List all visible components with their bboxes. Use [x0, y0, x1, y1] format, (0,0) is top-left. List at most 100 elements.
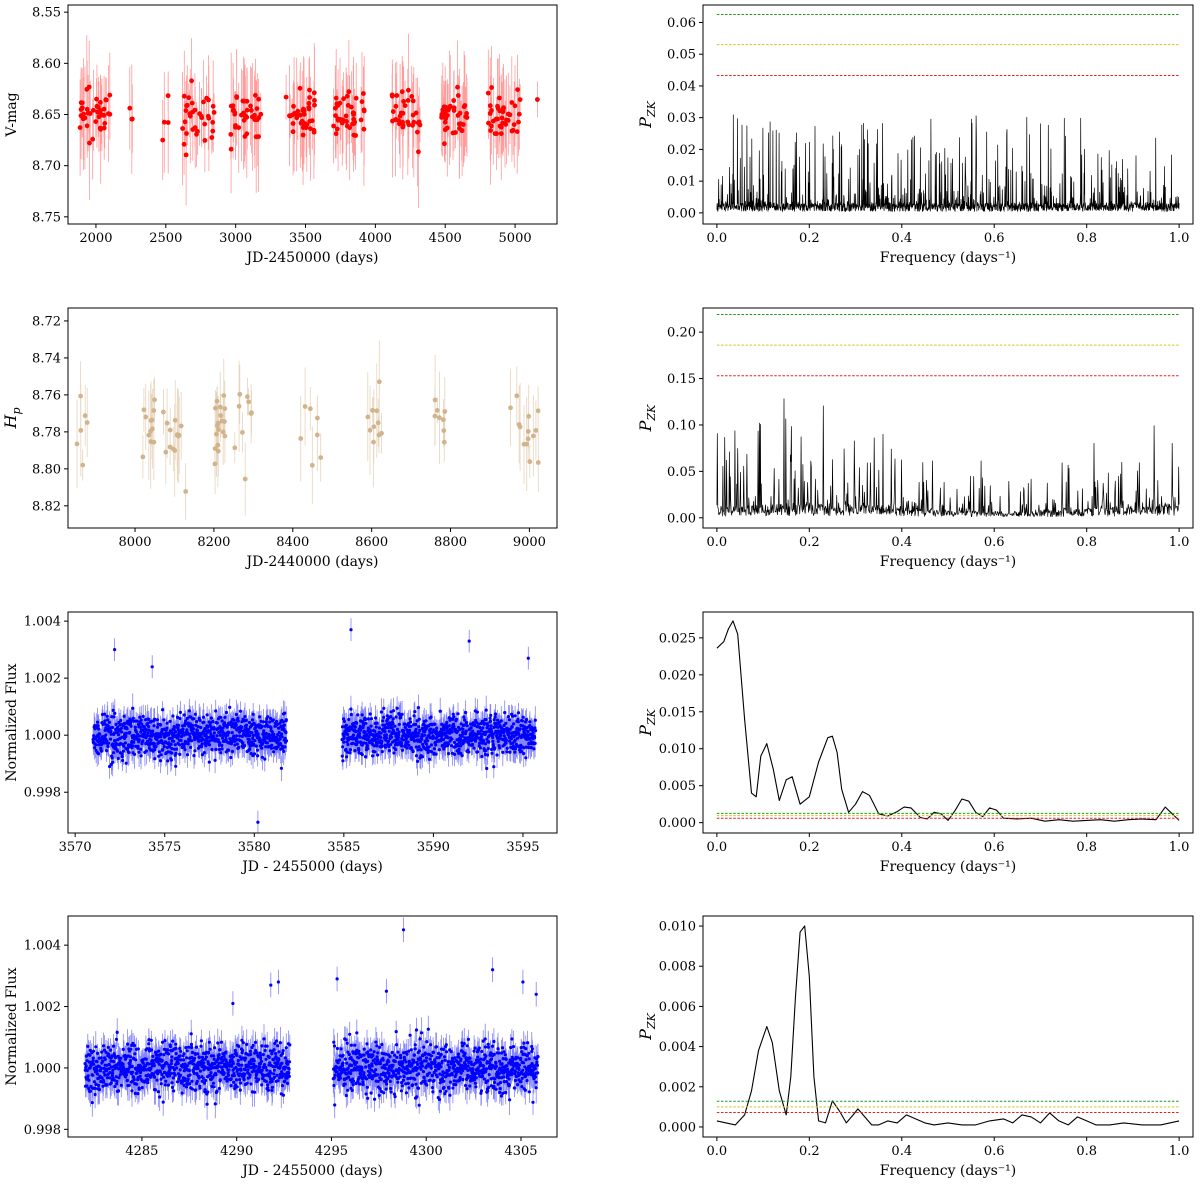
data-point [533, 729, 538, 733]
x-tick-label: 0.8 [1076, 1144, 1097, 1159]
data-point [447, 1068, 451, 1072]
data-point [92, 1080, 96, 1084]
markers-series-0 [77, 78, 540, 158]
data-point [526, 1072, 530, 1076]
data-point [516, 1083, 520, 1087]
data-point [534, 1080, 538, 1084]
data-point [390, 109, 396, 114]
data-point [389, 715, 393, 719]
data-point [362, 1047, 366, 1051]
data-point [161, 708, 165, 712]
data-point [473, 1046, 477, 1050]
data-point [482, 721, 487, 726]
data-point [281, 1051, 285, 1055]
data-point [234, 94, 240, 99]
data-point [407, 1049, 411, 1053]
x-tick-label: 0.6 [984, 231, 1005, 246]
x-tick-label: 5000 [499, 231, 532, 246]
data-point [507, 1083, 511, 1087]
data-point [230, 1064, 234, 1068]
data-point [360, 713, 364, 717]
data-point [199, 115, 205, 121]
data-point [215, 1089, 219, 1093]
data-point [101, 125, 107, 131]
data-point [270, 730, 274, 734]
data-point [477, 1069, 481, 1073]
data-point [337, 1058, 342, 1062]
data-point [270, 1088, 274, 1092]
chart-panel-p2: 0.0 0.2 0.4 0.6 0.8 1.00.000.010.020.030.040.… [636, 4, 1194, 266]
data-point [418, 728, 422, 733]
data-point [212, 1085, 216, 1089]
data-point [348, 1032, 352, 1036]
data-point [166, 759, 170, 763]
y-tick-label: 8.70 [32, 159, 61, 174]
data-point [203, 1088, 207, 1092]
data-point [333, 1103, 337, 1107]
data-point [501, 750, 505, 755]
data-point [502, 121, 508, 126]
data-point [424, 1059, 428, 1063]
data-point [419, 1057, 423, 1061]
data-point [485, 90, 491, 96]
data-point [260, 1083, 264, 1087]
axes-frame [702, 4, 1194, 225]
data-point [162, 1053, 166, 1057]
data-point [252, 1090, 257, 1094]
data-point [110, 756, 114, 760]
data-point [355, 1031, 359, 1035]
data-point [516, 711, 521, 715]
data-point [124, 1073, 129, 1077]
data-point [479, 728, 483, 733]
data-point [266, 715, 270, 719]
data-point [85, 1068, 89, 1073]
data-point [257, 1077, 261, 1081]
data-point [430, 722, 434, 727]
data-point [460, 1044, 465, 1048]
data-point [194, 1045, 198, 1049]
data-point [124, 761, 128, 765]
data-point [365, 1077, 369, 1081]
data-point [490, 751, 494, 755]
data-point [84, 106, 90, 112]
data-point [260, 1068, 264, 1072]
data-point [159, 753, 163, 757]
data-point [526, 413, 532, 419]
data-point [351, 741, 355, 745]
data-point [284, 739, 289, 743]
data-point [430, 750, 434, 754]
data-point [158, 1095, 162, 1099]
data-point [284, 1065, 288, 1069]
data-point [446, 1060, 450, 1064]
data-point [256, 820, 260, 824]
data-point [533, 1066, 537, 1071]
data-point [391, 1063, 395, 1067]
data-point [184, 131, 189, 136]
data-point [373, 1097, 377, 1101]
data-point [103, 712, 107, 716]
data-point [198, 1069, 203, 1073]
data-point [374, 725, 378, 729]
data-point [210, 103, 216, 109]
data-point [465, 724, 469, 728]
data-point [369, 1048, 373, 1052]
data-point [401, 1061, 405, 1065]
data-point [234, 1078, 239, 1082]
data-point [244, 1056, 248, 1060]
data-point [382, 723, 386, 728]
data-point [513, 1069, 517, 1073]
data-point [111, 1071, 115, 1075]
data-point [501, 1057, 505, 1061]
data-point [494, 1064, 498, 1068]
data-point [428, 1057, 432, 1061]
data-point [403, 722, 407, 726]
data-point [251, 736, 255, 741]
data-point [162, 1064, 166, 1068]
data-point [451, 1086, 455, 1090]
data-point [132, 752, 136, 756]
data-point [258, 111, 264, 117]
data-point [486, 724, 490, 728]
data-point [397, 121, 402, 127]
data-point [113, 711, 117, 716]
data-point [503, 1053, 507, 1057]
